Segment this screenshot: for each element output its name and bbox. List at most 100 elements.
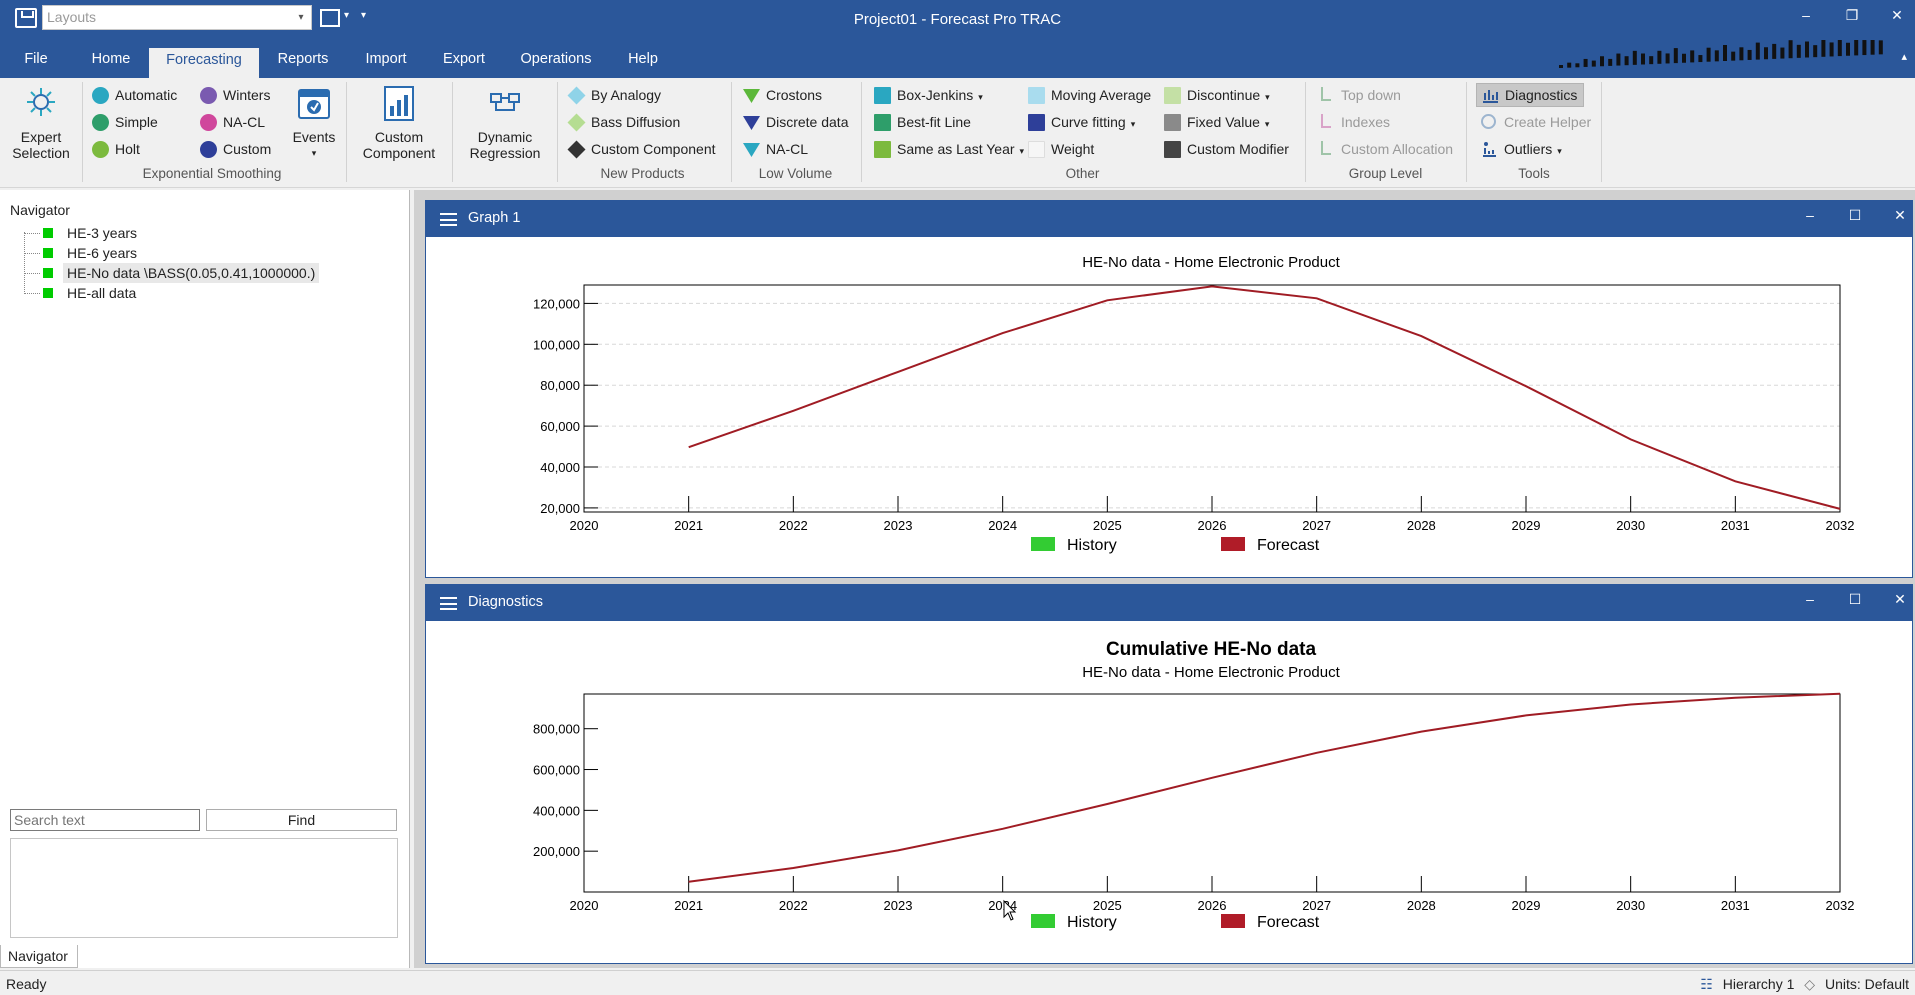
triangle-icon: [743, 143, 760, 157]
close-button[interactable]: ✕: [1891, 7, 1903, 23]
sparkline-bar: [1854, 40, 1859, 56]
outliers-icon: [1483, 142, 1496, 157]
na-cl-icon: [200, 114, 217, 131]
square-icon: [1164, 114, 1181, 131]
sparkline-bar: [1624, 56, 1629, 66]
x-tick-label: 2031: [1721, 898, 1750, 913]
x-tick-label: 2022: [779, 898, 808, 913]
close-pane-button[interactable]: ✕: [1894, 591, 1906, 607]
graph1-header: Graph 1 – ☐ ✕: [426, 201, 1912, 237]
tab-forecasting[interactable]: Forecasting: [149, 48, 259, 78]
maximize-pane-button[interactable]: ☐: [1848, 207, 1862, 223]
na-cl-low-label: NA-CL: [766, 141, 809, 157]
dynamic-regression-button[interactable]: Dynamic Regression: [458, 84, 552, 161]
x-tick-label: 2029: [1512, 898, 1541, 913]
chevron-down-icon[interactable]: ▾: [298, 12, 304, 23]
chevron-down-icon[interactable]: ▾: [344, 10, 350, 21]
legend-forecast-swatch: [1221, 914, 1245, 928]
title-bar: Layouts ▾ ▾ ▾ Project01 - Forecast Pro T…: [0, 0, 1915, 40]
window-layout-icon[interactable]: [320, 9, 340, 27]
group-label-exponential-smoothing: Exponential Smoothing: [142, 166, 282, 181]
tree-item-label: HE-6 years: [67, 245, 138, 261]
quick-access-customize-icon[interactable]: ▾: [361, 10, 367, 21]
custom-component-label: Custom Component: [362, 129, 436, 161]
graph1-title: Graph 1: [468, 210, 521, 226]
save-icon[interactable]: [15, 8, 37, 28]
collapse-ribbon-icon[interactable]: ▴: [1901, 51, 1907, 63]
square-icon: [874, 114, 891, 131]
sparkline-bar: [1829, 42, 1834, 57]
x-tick-label: 2021: [674, 898, 703, 913]
sparkline-bar: [1632, 50, 1637, 65]
hierarchy-icon: [1321, 114, 1331, 128]
minimize-button[interactable]: –: [1802, 7, 1810, 23]
bass-diffusion-label: Bass Diffusion: [591, 114, 681, 130]
sparkline-bar: [1649, 56, 1654, 65]
find-button[interactable]: Find: [206, 809, 397, 831]
events-button[interactable]: Events ▾: [288, 84, 340, 161]
square-icon: [874, 141, 891, 158]
tab-operations[interactable]: Operations: [520, 51, 592, 67]
calendar-icon: [298, 89, 330, 119]
sparkline-bar: [1706, 47, 1711, 62]
tab-export[interactable]: Export: [443, 51, 485, 67]
tab-home[interactable]: Home: [91, 51, 131, 67]
sparkline-bar: [1837, 40, 1842, 57]
custom-component-button[interactable]: Custom Component: [352, 84, 446, 161]
status-units[interactable]: Units: Default: [1824, 976, 1909, 992]
navigator-tab[interactable]: Navigator: [0, 945, 78, 968]
menu-icon[interactable]: [440, 597, 457, 610]
tab-reports[interactable]: Reports: [277, 51, 329, 67]
forecast-line: [688, 285, 1841, 510]
x-tick-label: 2020: [570, 898, 599, 913]
sparkline-bar: [1682, 53, 1686, 63]
dynamic-regression-label: Dynamic Regression: [469, 129, 541, 161]
chart-subtitle: HE-No data - Home Electronic Product: [1082, 664, 1340, 681]
sparkline-bar: [1641, 53, 1645, 65]
x-tick-label: 2025: [1093, 518, 1122, 533]
y-tick-label: 60,000: [540, 419, 580, 434]
navigator-results-box[interactable]: [10, 838, 398, 938]
cumulative-forecast-line: [688, 692, 1841, 883]
close-pane-button[interactable]: ✕: [1894, 207, 1906, 223]
sparkline-bar: [1846, 42, 1850, 56]
y-tick-label: 400,000: [533, 803, 580, 818]
tab-file[interactable]: File: [24, 51, 48, 67]
sparkline-bar: [1788, 40, 1793, 59]
x-tick-label: 2030: [1616, 518, 1645, 533]
expert-selection-icon: [27, 88, 55, 116]
tree-item-label: HE-No data \BASS(0.05,0.41,1000000.): [63, 263, 320, 283]
chart-title: Cumulative HE-No data: [1106, 639, 1317, 660]
x-tick-label: 2031: [1721, 518, 1750, 533]
y-axis: 200,000 400,000 600,000 800,000: [533, 722, 598, 859]
minimize-pane-button[interactable]: –: [1806, 207, 1814, 223]
search-input[interactable]: [10, 809, 200, 831]
menu-icon[interactable]: [440, 213, 457, 226]
sparkline-bar: [1559, 65, 1563, 68]
minimize-pane-button[interactable]: –: [1806, 591, 1814, 607]
sparkline-bar: [1805, 41, 1809, 58]
tab-import[interactable]: Import: [365, 51, 407, 67]
layouts-combo[interactable]: Layouts ▾: [42, 5, 312, 30]
maximize-pane-button[interactable]: ☐: [1848, 591, 1862, 607]
status-square-icon: [43, 268, 53, 278]
diamond-icon: [567, 113, 586, 132]
x-tick-label: 2021: [674, 518, 703, 533]
custom-component-np-label: Custom Component: [591, 141, 716, 157]
outliers-label: Outliers: [1504, 141, 1553, 157]
indexes-label: Indexes: [1341, 114, 1391, 130]
group-label-tools: Tools: [1518, 166, 1550, 181]
restore-button[interactable]: ❐: [1845, 7, 1859, 23]
tab-help[interactable]: Help: [628, 51, 658, 67]
diagnostics-button[interactable]: Diagnostics: [1476, 83, 1584, 107]
diagnostics-icon: [1483, 90, 1498, 103]
x-tick-label: 2032: [1826, 898, 1855, 913]
simple-label: Simple: [115, 114, 158, 130]
expert-selection-button[interactable]: Expert Selection: [6, 84, 76, 161]
custom-allocation-label: Custom Allocation: [1341, 141, 1454, 157]
sparkline-bar: [1673, 48, 1678, 64]
discrete-data-label: Discrete data: [766, 114, 849, 130]
status-hierarchy[interactable]: Hierarchy 1: [1722, 976, 1795, 992]
x-tick-label: 2023: [884, 518, 913, 533]
sparkline-bar: [1821, 40, 1826, 57]
